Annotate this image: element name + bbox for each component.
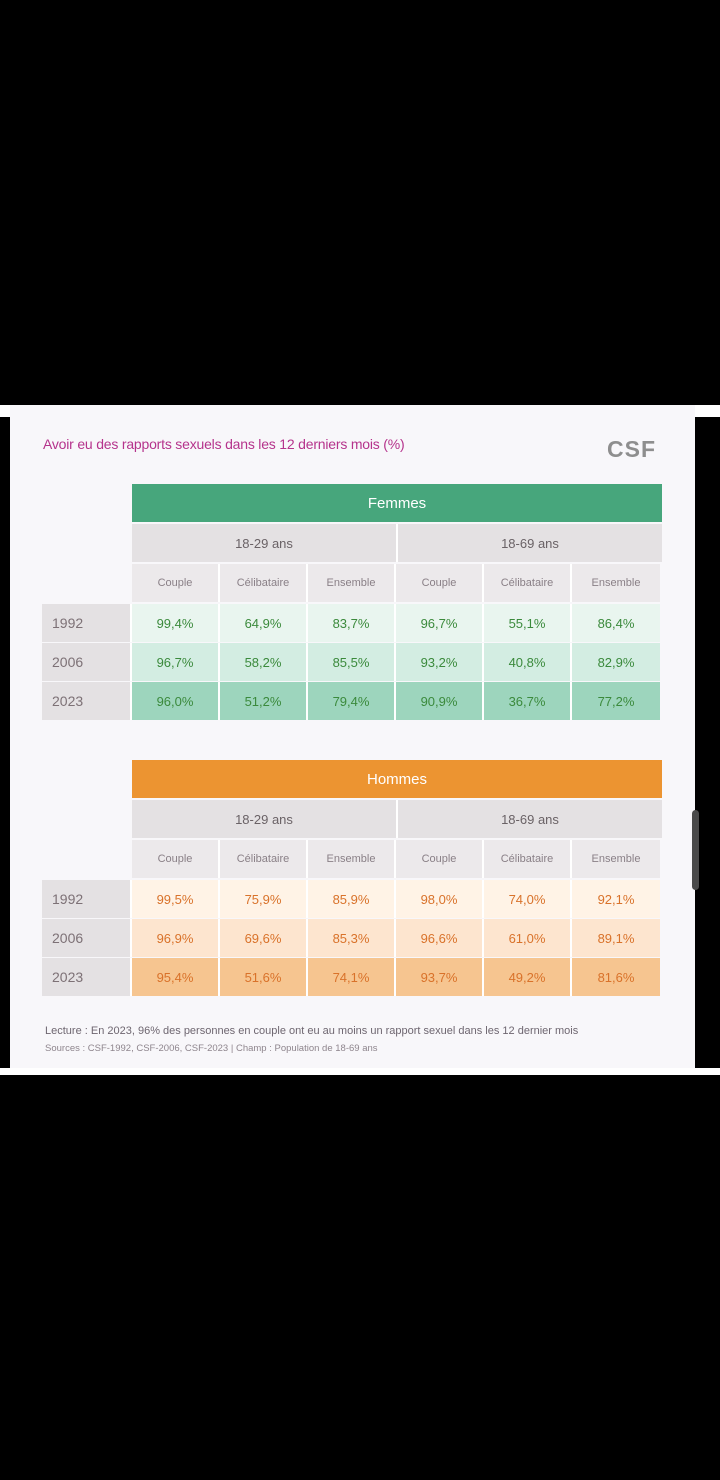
lecture-note: Lecture : En 2023, 96% des personnes en … [45, 1025, 579, 1037]
subcolumn-row: Couple Célibataire Ensemble Couple Célibatai… [132, 840, 660, 878]
value-cell: 79,4% [308, 682, 396, 720]
year-label: 2006 [42, 643, 132, 681]
table-group-header: Hommes [132, 760, 662, 798]
value-cell: 99,4% [132, 604, 220, 642]
year-label: 2023 [42, 682, 132, 720]
age-group-header: 18-69 ans [398, 800, 662, 838]
age-group-header: 18-29 ans [132, 524, 398, 562]
value-cell: 96,7% [396, 604, 484, 642]
value-cell: 36,7% [484, 682, 572, 720]
value-cell: 83,7% [308, 604, 396, 642]
value-cell: 51,6% [220, 958, 308, 996]
value-cell: 93,2% [396, 643, 484, 681]
subcolumn-header: Ensemble [308, 564, 396, 602]
subcolumn-header: Ensemble [572, 564, 660, 602]
value-cell: 74,1% [308, 958, 396, 996]
year-label: 2023 [42, 958, 132, 996]
value-cell: 86,4% [572, 604, 660, 642]
value-cell: 64,9% [220, 604, 308, 642]
subcolumn-header: Célibataire [220, 840, 308, 878]
table-row: 2023 95,4% 51,6% 74,1% 93,7% 49,2% 81,6% [42, 958, 660, 996]
subcolumn-row: Couple Célibataire Ensemble Couple Célibatai… [132, 564, 660, 602]
value-cell: 99,5% [132, 880, 220, 918]
table-row: 1992 99,4% 64,9% 83,7% 96,7% 55,1% 86,4% [42, 604, 660, 642]
table-row: 2006 96,7% 58,2% 85,5% 93,2% 40,8% 82,9% [42, 643, 660, 681]
age-group-header: 18-69 ans [398, 524, 662, 562]
year-label: 1992 [42, 604, 132, 642]
chart-title: Avoir eu des rapports sexuels dans les 1… [43, 436, 405, 452]
year-label: 1992 [42, 880, 132, 918]
subcolumn-header: Couple [396, 564, 484, 602]
value-cell: 77,2% [572, 682, 660, 720]
subcolumn-header: Célibataire [484, 840, 572, 878]
age-group-row: 18-29 ans 18-69 ans [132, 800, 662, 838]
card-bottom-edge [0, 1068, 720, 1075]
table-row: 2023 96,0% 51,2% 79,4% 90,9% 36,7% 77,2% [42, 682, 660, 720]
subcolumn-header: Couple [396, 840, 484, 878]
value-cell: 89,1% [572, 919, 660, 957]
value-cell: 69,6% [220, 919, 308, 957]
csf-logo: CSF [607, 436, 656, 462]
subcolumn-header: Ensemble [572, 840, 660, 878]
value-cell: 96,9% [132, 919, 220, 957]
value-cell: 58,2% [220, 643, 308, 681]
value-cell: 51,2% [220, 682, 308, 720]
subcolumn-header: Célibataire [484, 564, 572, 602]
value-cell: 98,0% [396, 880, 484, 918]
value-cell: 96,6% [396, 919, 484, 957]
age-group-row: 18-29 ans 18-69 ans [132, 524, 662, 562]
value-cell: 96,0% [132, 682, 220, 720]
year-label: 2006 [42, 919, 132, 957]
value-cell: 90,9% [396, 682, 484, 720]
table-group-header: Femmes [132, 484, 662, 522]
sources-note: Sources : CSF-1992, CSF-2006, CSF-2023 |… [45, 1043, 378, 1054]
subcolumn-header: Célibataire [220, 564, 308, 602]
value-cell: 40,8% [484, 643, 572, 681]
value-cell: 85,5% [308, 643, 396, 681]
value-cell: 82,9% [572, 643, 660, 681]
value-cell: 61,0% [484, 919, 572, 957]
scrollbar[interactable] [692, 810, 699, 890]
value-cell: 95,4% [132, 958, 220, 996]
value-cell: 92,1% [572, 880, 660, 918]
value-cell: 81,6% [572, 958, 660, 996]
subcolumn-header: Couple [132, 840, 220, 878]
value-cell: 96,7% [132, 643, 220, 681]
value-cell: 85,3% [308, 919, 396, 957]
value-cell: 93,7% [396, 958, 484, 996]
subcolumn-header: Couple [132, 564, 220, 602]
table-row: 1992 99,5% 75,9% 85,9% 98,0% 74,0% 92,1% [42, 880, 660, 918]
subcolumn-header: Ensemble [308, 840, 396, 878]
value-cell: 55,1% [484, 604, 572, 642]
value-cell: 49,2% [484, 958, 572, 996]
table-row: 2006 96,9% 69,6% 85,3% 96,6% 61,0% 89,1% [42, 919, 660, 957]
value-cell: 75,9% [220, 880, 308, 918]
age-group-header: 18-29 ans [132, 800, 398, 838]
value-cell: 74,0% [484, 880, 572, 918]
value-cell: 85,9% [308, 880, 396, 918]
